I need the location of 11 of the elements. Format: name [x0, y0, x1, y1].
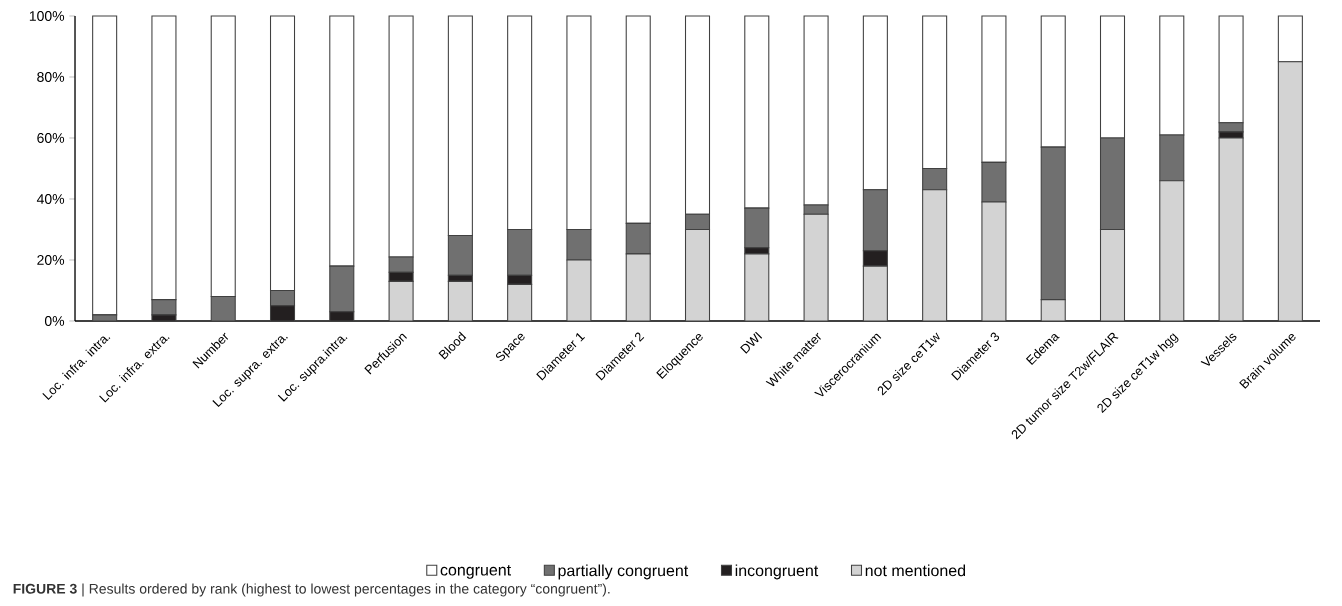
- y-tick-label: 60%: [37, 133, 65, 143]
- y-tick-label: 40%: [36, 194, 65, 204]
- legend-label: congruent: [440, 565, 512, 579]
- y-tick-label: 80%: [37, 72, 65, 82]
- y-tick-label: 100%: [29, 11, 65, 21]
- y-tick-label: 0%: [44, 316, 65, 326]
- legend-label: incongruent: [735, 564, 819, 580]
- legend-label: not mentioned: [865, 564, 966, 577]
- y-tick-label: 20%: [37, 255, 65, 265]
- text: FIGURE 3 | Results ordered by rank (highest to lowest percentages in the category “congruent”).: [13, 583, 610, 597]
- legend-label: partially congruent: [558, 564, 689, 580]
